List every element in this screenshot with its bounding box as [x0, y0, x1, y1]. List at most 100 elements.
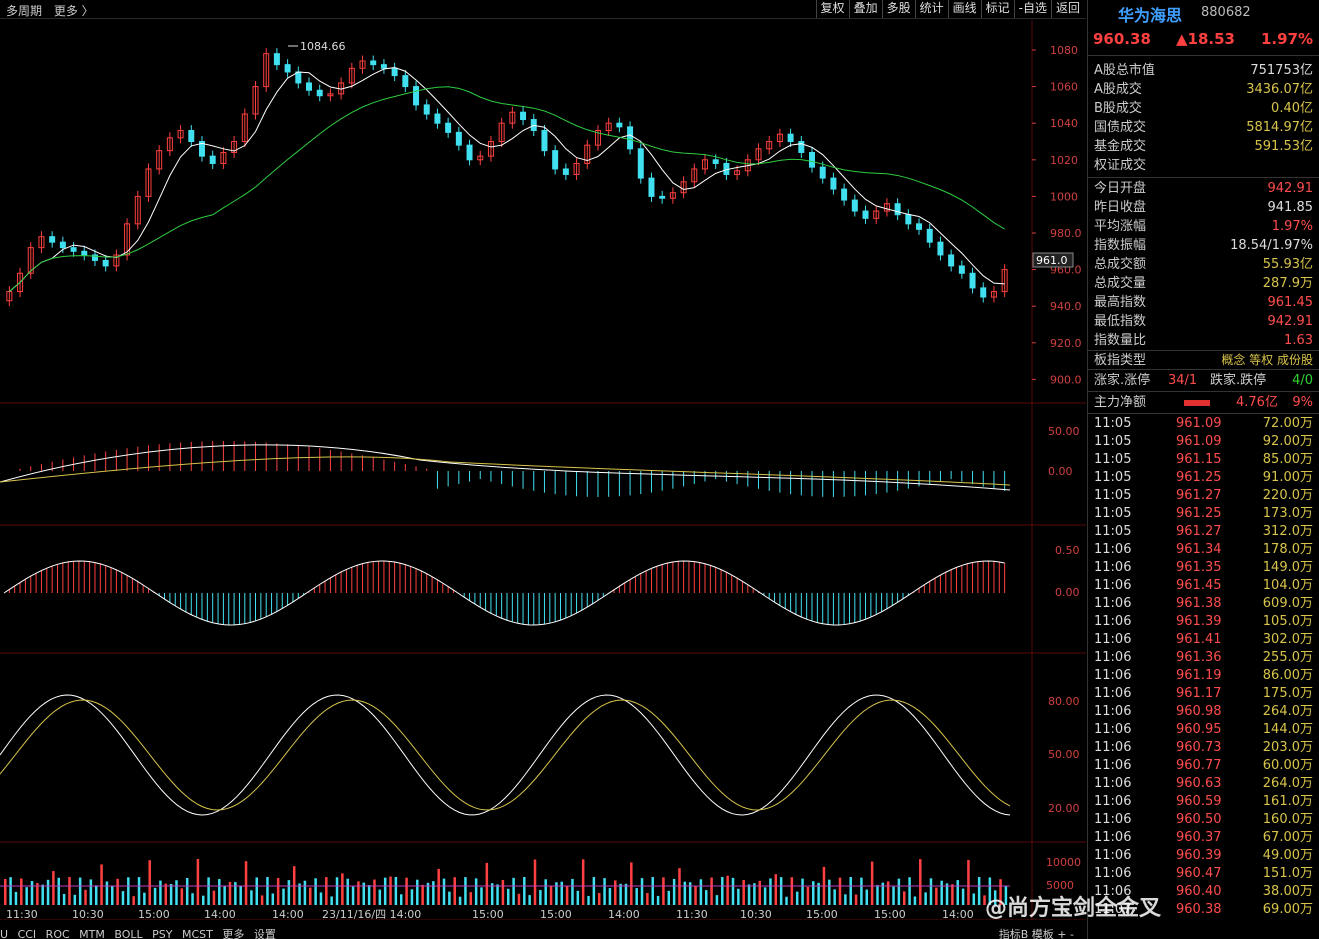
- volume-bar: [234, 882, 237, 905]
- multi-stock-button[interactable]: 多股: [881, 0, 915, 18]
- tick-price: 961.09: [1176, 416, 1222, 431]
- volume-bar: [437, 868, 440, 905]
- candle-body: [145, 168, 152, 197]
- candle-body: [594, 130, 601, 146]
- osc-tick-label: 0.00: [1055, 586, 1080, 599]
- volume-bar: [405, 877, 408, 905]
- tab-indicator-boll[interactable]: BOLL: [114, 928, 143, 939]
- draw-line-button[interactable]: 画线: [947, 0, 981, 18]
- volume-bar: [785, 896, 788, 905]
- candle-body: [669, 192, 676, 199]
- volume-bar: [373, 879, 376, 905]
- volume-bar: [892, 886, 895, 905]
- tab-indicator-roc[interactable]: ROC: [45, 928, 70, 939]
- time-tick-label: 14:00: [204, 908, 236, 920]
- last-price-label: 961.0: [1036, 254, 1068, 267]
- template-controls[interactable]: 指标B 模板 + -: [998, 928, 1074, 939]
- candle-body: [916, 223, 923, 230]
- volume-bar: [394, 877, 398, 905]
- tick-volume: 264.0万: [1262, 704, 1313, 719]
- tick-price: 960.63: [1176, 776, 1222, 791]
- tick-time: 11:06: [1094, 596, 1132, 611]
- volume-bar: [250, 890, 253, 905]
- volume-bar: [876, 885, 879, 905]
- stat-label: 平均涨幅: [1094, 219, 1147, 234]
- main-flow-bar: [1184, 400, 1210, 406]
- kline-chart[interactable]: 10801060104010201000980.0960.0940.0920.0…: [0, 20, 1086, 920]
- volume-bar: [94, 885, 98, 905]
- volume-bar: [913, 896, 917, 905]
- kd-tick-label: 50.00: [1048, 748, 1080, 761]
- candle-body: [680, 181, 687, 194]
- tab-indicator-u[interactable]: U: [0, 928, 9, 939]
- volume-bar: [539, 890, 542, 905]
- tick-time: 11:05: [1094, 506, 1132, 521]
- tick-volume: 49.00万: [1262, 848, 1313, 863]
- volume-bar: [266, 877, 269, 905]
- candle-body: [445, 122, 452, 133]
- candle-body: [787, 133, 794, 142]
- more-menu[interactable]: 更多 〉: [53, 4, 94, 18]
- board-type-value[interactable]: 概念 等权 成份股: [1221, 353, 1313, 367]
- tab-indicator-mtm[interactable]: MTM: [79, 928, 105, 939]
- d-line: [0, 699, 1011, 811]
- volume-bar: [635, 888, 638, 905]
- tick-price: 960.47: [1176, 866, 1222, 881]
- volume-bar: [52, 871, 55, 905]
- volume-bar: [362, 882, 366, 905]
- volume-bar: [790, 877, 794, 905]
- tick-price: 961.34: [1176, 542, 1222, 557]
- tick-row: 11:05 961.15 85.00万: [1088, 451, 1319, 469]
- tab-indicator-cci[interactable]: CCI: [17, 928, 37, 939]
- price-tick-label: 940.0: [1050, 300, 1082, 313]
- volume-bar: [967, 859, 970, 905]
- tab-settings[interactable]: 设置: [253, 928, 276, 939]
- candle-body: [883, 203, 890, 212]
- volume-bar: [410, 889, 414, 905]
- tick-price: 961.36: [1176, 650, 1222, 665]
- volume-bar: [694, 885, 697, 905]
- candle-body: [776, 133, 783, 142]
- candle-body: [284, 64, 291, 73]
- tab-more[interactable]: 更多: [222, 928, 245, 939]
- volume-bar: [389, 876, 392, 905]
- volume-bar: [507, 888, 510, 905]
- candle-body: [423, 104, 430, 115]
- candle-body: [49, 236, 56, 243]
- tick-price: 960.98: [1176, 704, 1222, 719]
- back-button[interactable]: 返回: [1050, 0, 1084, 18]
- candle-body: [734, 170, 741, 175]
- tick-row: 11:06 961.35 149.0万: [1088, 559, 1319, 577]
- remove-watchlist-button[interactable]: -自选: [1013, 0, 1051, 18]
- macd-tick-label: 0.00: [1048, 465, 1073, 478]
- overlay-button[interactable]: 叠加: [848, 0, 882, 18]
- tick-time: 11:06: [1094, 812, 1132, 827]
- volume-bar: [132, 896, 135, 905]
- volume-bar: [367, 885, 371, 905]
- mark-button[interactable]: 标记: [980, 0, 1014, 18]
- tick-row: 11:06 960.77 60.00万: [1088, 757, 1319, 775]
- volume-bar: [143, 892, 146, 905]
- candle-body: [316, 89, 323, 97]
- volume-bar: [159, 880, 162, 905]
- stats-button[interactable]: 统计: [914, 0, 948, 18]
- period-menu[interactable]: 多周期: [6, 4, 43, 18]
- volume-bar: [999, 879, 1002, 905]
- stat-row: 总成交量 287.9万: [1088, 274, 1319, 293]
- volume-bar: [624, 883, 628, 905]
- volume-bar: [496, 884, 499, 905]
- candle-body: [38, 236, 45, 249]
- tick-list[interactable]: 11:05 961.09 72.00万 11:05 961.09 92.00万 11:05 9…: [1088, 414, 1319, 919]
- candle-body: [584, 144, 591, 164]
- volume-bar: [726, 875, 729, 905]
- tab-indicator-psy[interactable]: PSY: [152, 928, 173, 939]
- candle-body: [498, 122, 505, 142]
- tick-price: 961.45: [1176, 578, 1222, 593]
- candle-body: [306, 82, 313, 91]
- board-type-row: 板指类型 概念 等权 成份股: [1088, 351, 1319, 370]
- volume-bar: [651, 877, 654, 905]
- volume-bar: [597, 892, 601, 905]
- restore-rights-button[interactable]: 复权: [815, 0, 849, 18]
- tab-indicator-mcst[interactable]: MCST: [181, 928, 213, 939]
- volume-bar: [335, 877, 339, 905]
